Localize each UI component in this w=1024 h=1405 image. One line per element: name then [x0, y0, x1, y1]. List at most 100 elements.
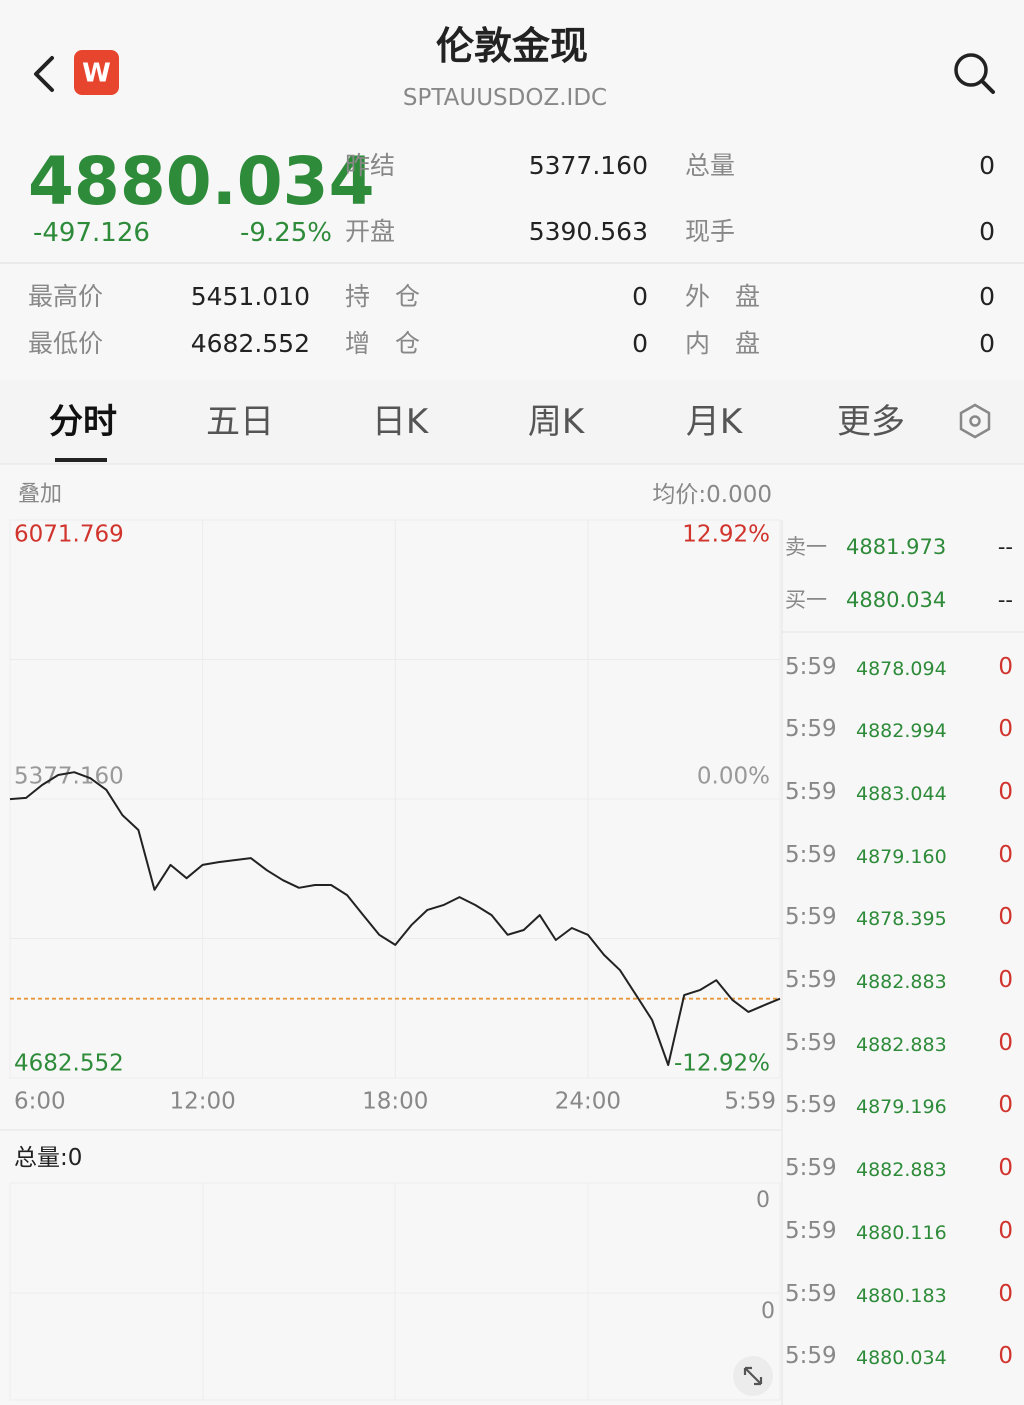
- tab[interactable]: 周K: [527, 402, 585, 442]
- trade-time: 5:59: [785, 1155, 837, 1182]
- y-tick-label: 5377.160: [14, 764, 124, 790]
- stat-value: 4682.552: [190, 328, 310, 358]
- trade-volume: 0: [998, 841, 1013, 868]
- trade-time: 5:59: [785, 1280, 837, 1307]
- trade-time: 5:59: [785, 1092, 837, 1119]
- trade-price: 4879.160: [856, 845, 947, 868]
- tab[interactable]: 月K: [685, 402, 743, 442]
- trade-price: 4882.883: [856, 1033, 947, 1056]
- book-volume: --: [997, 587, 1013, 612]
- trade-volume: 0: [998, 1155, 1013, 1182]
- stat-label: 增 仓: [345, 328, 421, 358]
- volume-axis-label: 0: [761, 1299, 775, 1324]
- trade-price: 4882.994: [856, 720, 947, 743]
- trade-volume: 0: [998, 1092, 1013, 1119]
- x-tick-label: 12:00: [169, 1089, 235, 1115]
- trade-time: 5:59: [785, 841, 837, 868]
- trade-time: 5:59: [785, 653, 837, 680]
- tab-bar: [0, 380, 1024, 464]
- tab[interactable]: 五日: [206, 402, 274, 442]
- stat-value: 0: [632, 281, 648, 311]
- trade-volume: 0: [998, 653, 1013, 680]
- stat-label: 最低价: [28, 328, 104, 358]
- tab[interactable]: 更多: [837, 402, 905, 442]
- tab[interactable]: 日K: [371, 402, 429, 442]
- trade-time: 5:59: [785, 778, 837, 805]
- tab[interactable]: 分时: [49, 402, 117, 442]
- overlay-button[interactable]: 叠加: [18, 482, 63, 507]
- price-change: -497.126: [33, 218, 150, 248]
- trade-price: 4878.395: [856, 908, 947, 931]
- settings-icon-dot: [969, 415, 981, 427]
- trade-volume: 0: [998, 1029, 1013, 1056]
- trade-price: 4880.116: [856, 1221, 947, 1244]
- trade-time: 5:59: [785, 1343, 837, 1370]
- avg-price: 均价:0.000: [652, 481, 772, 508]
- y2-tick-label: -12.92%: [674, 1051, 770, 1077]
- stat-value: 0: [632, 328, 648, 358]
- stat-value: 0: [979, 281, 995, 311]
- back-icon[interactable]: [34, 56, 54, 92]
- symbol-code: SPTAUUSDOZ.IDC: [402, 84, 608, 111]
- trade-price: 4882.883: [856, 971, 947, 993]
- last-price: 4880.034: [28, 143, 375, 220]
- trade-volume: 0: [998, 904, 1013, 931]
- stat-label: 持 仓: [345, 281, 421, 311]
- trade-price: 4878.094: [856, 657, 947, 680]
- book-label: 卖一: [785, 534, 827, 559]
- trade-time: 5:59: [785, 904, 837, 931]
- x-tick-label: 18:00: [362, 1089, 428, 1115]
- stat-value: 5377.160: [528, 150, 648, 180]
- trade-price: 4880.183: [856, 1284, 947, 1307]
- app-logo: [74, 50, 119, 95]
- y-tick-label: 6071.769: [14, 522, 124, 548]
- trade-volume: 0: [998, 716, 1013, 743]
- trade-time: 5:59: [785, 1217, 837, 1244]
- stat-label: 现手: [685, 216, 736, 246]
- expand-icon: [743, 1366, 763, 1386]
- price-line: [9, 771, 781, 1066]
- active-tab-underline: [55, 458, 107, 462]
- trade-volume: 0: [998, 778, 1013, 805]
- price-change-pct: -9.25%: [240, 218, 332, 248]
- trade-volume: 0: [998, 967, 1013, 993]
- trade-volume: 0: [998, 1280, 1013, 1307]
- trade-volume: 0: [998, 1343, 1013, 1370]
- stat-value: 5390.563: [528, 216, 648, 246]
- x-tick-label: 6:00: [14, 1089, 66, 1115]
- stat-value: 0: [979, 216, 995, 246]
- trade-volume: 0: [998, 1217, 1013, 1244]
- app-logo-letter: W: [82, 59, 111, 89]
- settings-icon[interactable]: [959, 403, 991, 439]
- search-icon-handle: [980, 79, 995, 94]
- book-volume: --: [997, 534, 1013, 559]
- stat-value: 0: [979, 150, 995, 180]
- stat-label: 昨结: [345, 150, 396, 180]
- stat-value: 0: [979, 328, 995, 358]
- stat-value: 5451.010: [190, 281, 310, 311]
- book-price: 4881.973: [846, 534, 947, 559]
- book-price: 4880.034: [846, 587, 947, 612]
- trade-price: 4879.196: [856, 1096, 947, 1119]
- book-label: 买一: [785, 587, 827, 612]
- y-tick-label: 4682.552: [14, 1051, 124, 1077]
- stat-label: 最高价: [28, 281, 104, 311]
- trade-time: 5:59: [785, 1029, 837, 1056]
- y2-tick-label: 0.00%: [697, 764, 770, 790]
- stat-label: 外 盘: [685, 281, 761, 311]
- stat-label: 开盘: [345, 216, 396, 246]
- trade-time: 5:59: [785, 716, 837, 743]
- x-tick-label: 5:59: [724, 1089, 776, 1115]
- trade-price: 4883.044: [856, 782, 947, 805]
- trade-price: 4880.034: [856, 1347, 947, 1370]
- volume-label: 总量:0: [14, 1144, 83, 1171]
- trade-time: 5:59: [785, 967, 837, 993]
- stat-label: 总量: [685, 150, 736, 180]
- y2-tick-label: 12.92%: [682, 522, 770, 548]
- volume-axis-label: 0: [756, 1188, 770, 1213]
- search-icon[interactable]: [954, 53, 988, 87]
- trade-price: 4882.883: [856, 1159, 947, 1182]
